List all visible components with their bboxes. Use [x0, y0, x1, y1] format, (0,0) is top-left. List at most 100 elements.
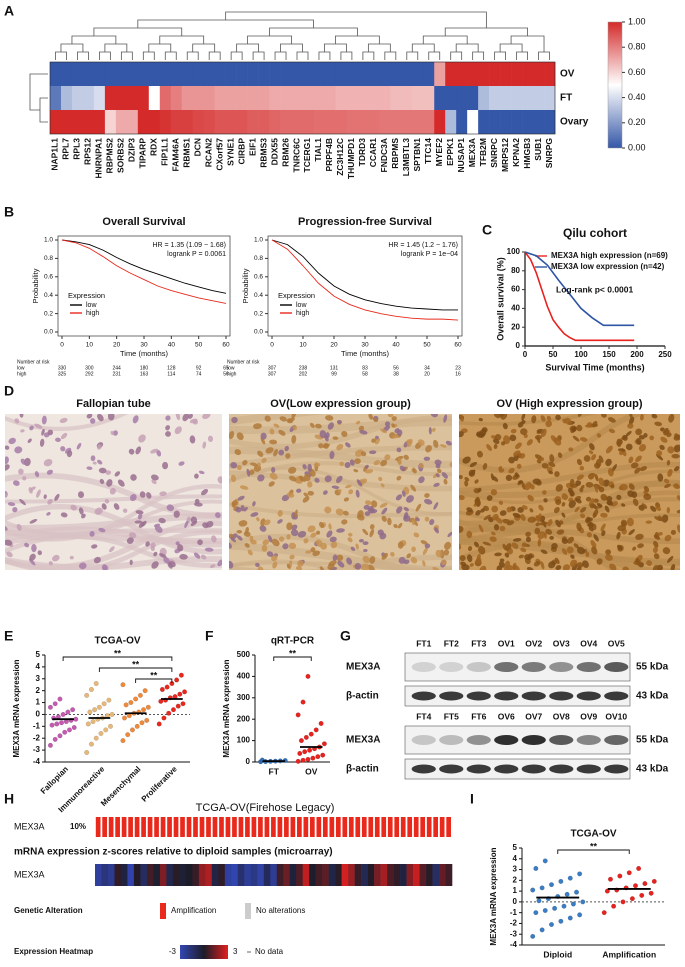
nucleus [5, 456, 9, 465]
gene-label: RBPMS [390, 138, 400, 169]
heatmap-cell [313, 86, 325, 110]
y-tick-label: -1 [33, 721, 41, 730]
gene-label: RBM26 [280, 138, 290, 167]
nucleus [589, 450, 594, 455]
nucleus [396, 475, 402, 481]
significance-bracket [62, 656, 173, 661]
expression-cell [263, 864, 271, 886]
heatmap-cell [434, 110, 446, 134]
amplification-bar [193, 817, 198, 837]
nucleus [667, 446, 675, 454]
amplification-bar [238, 817, 244, 837]
heatmap-cell [291, 62, 303, 86]
dendrogram-branch [335, 35, 380, 44]
heatmap-cell [412, 110, 424, 134]
significance-bracket [273, 656, 312, 661]
heatmap-cell [390, 110, 402, 134]
nucleus [553, 507, 560, 514]
nucleus [268, 481, 275, 487]
gene-label: SNRPC [489, 138, 499, 168]
nucleus [591, 546, 598, 555]
heatmap-cell [390, 62, 402, 86]
heatmap-cell [489, 62, 501, 86]
nucleus [495, 516, 503, 524]
data-point [651, 878, 657, 884]
band [439, 691, 464, 701]
gene-label: L3MBTL3 [401, 138, 411, 177]
amplification-bar [245, 817, 250, 837]
data-point [642, 881, 648, 887]
nucleus [459, 474, 463, 480]
heatmap-cell [82, 110, 95, 134]
data-point [636, 865, 642, 871]
heatmap-cell [181, 62, 194, 86]
nucleus [475, 510, 481, 516]
heatmap-cell [214, 110, 226, 134]
heatmap-cell [269, 110, 281, 134]
dendrogram-branch [137, 19, 314, 28]
band [549, 691, 574, 701]
nucleus [445, 440, 452, 446]
gene-label: RBMS1 [181, 138, 191, 168]
nucleus [464, 477, 470, 482]
nucleus [493, 524, 500, 531]
y-axis-label: Probability [241, 268, 250, 303]
tissue-fold [229, 533, 428, 570]
nucleus [122, 508, 128, 513]
data-point [303, 734, 309, 740]
nucleus [424, 493, 430, 498]
nucleus [8, 437, 16, 445]
expression-cell [114, 864, 122, 886]
x-tick-label: 30 [140, 342, 148, 349]
heatmap-cell [280, 110, 292, 134]
heatmap-cell [258, 86, 270, 110]
nucleus [655, 505, 662, 512]
x-tick-label: 50 [549, 350, 558, 359]
nucleus [113, 503, 120, 510]
expression-cell [237, 864, 245, 886]
nucleus [373, 418, 379, 423]
heatmap-cell [511, 62, 523, 86]
data-point [49, 722, 55, 728]
nucleus [319, 521, 325, 528]
nucleus [663, 478, 670, 484]
heatmap-cell [269, 86, 281, 110]
x-axis-label: Survival Time (months) [545, 362, 644, 372]
nucleus [244, 543, 250, 548]
heatmap-cell [335, 110, 347, 134]
legend-label: No data [255, 947, 284, 956]
protein-label: MEX3A [346, 662, 380, 673]
expression-cell [276, 864, 284, 886]
data-point [577, 912, 583, 918]
nucleus [492, 438, 500, 444]
band [549, 735, 574, 745]
nucleus [217, 559, 222, 567]
nucleus [204, 547, 214, 552]
nucleus [527, 494, 534, 502]
dendrogram-branch [411, 43, 435, 52]
dendrogram-branch [159, 35, 205, 44]
nucleus [92, 461, 97, 465]
x-tick-label: 20 [330, 342, 338, 349]
nucleus [332, 554, 338, 561]
nucleus [28, 558, 36, 566]
frequency-label: 10% [70, 822, 86, 831]
data-point [648, 890, 654, 896]
nucleus [310, 532, 317, 538]
nucleus [635, 533, 644, 540]
heatmap-cell [368, 86, 380, 110]
nucleus [357, 510, 364, 518]
heatmap-cell [379, 110, 391, 134]
y-tick-label: 0.8 [44, 255, 53, 262]
tissue-fold [229, 446, 452, 469]
heatmap-cell [511, 86, 523, 110]
nucleus [604, 505, 610, 513]
nucleus [307, 481, 313, 488]
nucleus [109, 546, 115, 553]
heatmap-cell [71, 110, 84, 134]
y-tick-label: 200 [237, 714, 251, 723]
data-point [103, 727, 109, 733]
nucleus [355, 489, 360, 498]
heatmap-cell [115, 110, 128, 134]
heatmap-cell [236, 110, 248, 134]
